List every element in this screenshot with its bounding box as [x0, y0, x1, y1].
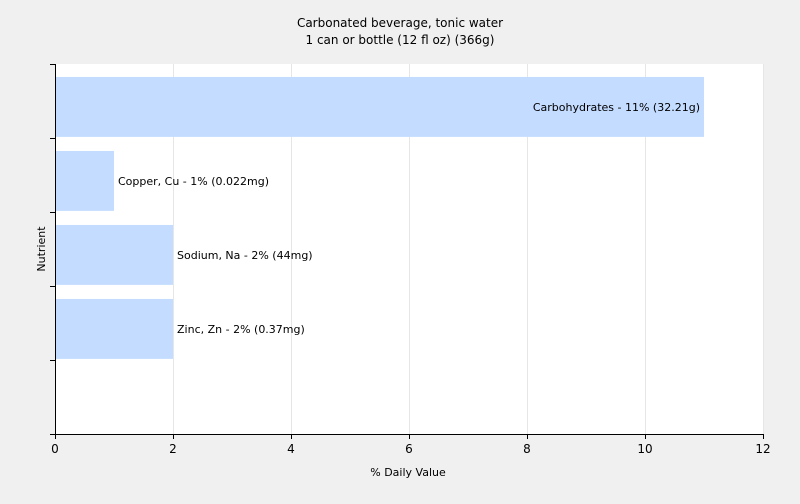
x-tick-label: 0 [51, 442, 59, 456]
x-tick-label: 2 [169, 442, 177, 456]
bar [56, 150, 114, 211]
bar [56, 76, 704, 137]
chart-title: Carbonated beverage, tonic water [297, 16, 503, 30]
x-tick-labels: 0 2 4 6 8 10 12 [51, 442, 770, 456]
bar-value-label: Zinc, Zn - 2% (0.37mg) [177, 323, 305, 336]
x-tick-label: 12 [755, 442, 770, 456]
bar [56, 298, 173, 359]
bar-value-label: Copper, Cu - 1% (0.022mg) [118, 175, 269, 188]
x-tick-label: 4 [287, 442, 295, 456]
x-tick-label: 10 [637, 442, 652, 456]
chart-subtitle: 1 can or bottle (12 fl oz) (366g) [306, 33, 495, 47]
x-axis-label: % Daily Value [370, 466, 446, 479]
axes [50, 64, 764, 439]
bar-value-label: Carbohydrates - 11% (32.21g) [533, 101, 700, 114]
bar-value-label: Sodium, Na - 2% (44mg) [177, 249, 313, 262]
bar-labels: Carbohydrates - 11% (32.21g) Copper, Cu -… [118, 101, 700, 336]
bar [56, 224, 173, 285]
y-axis-label: Nutrient [35, 226, 48, 272]
bars [56, 76, 704, 359]
x-tick-label: 8 [523, 442, 531, 456]
x-tick-label: 6 [405, 442, 413, 456]
